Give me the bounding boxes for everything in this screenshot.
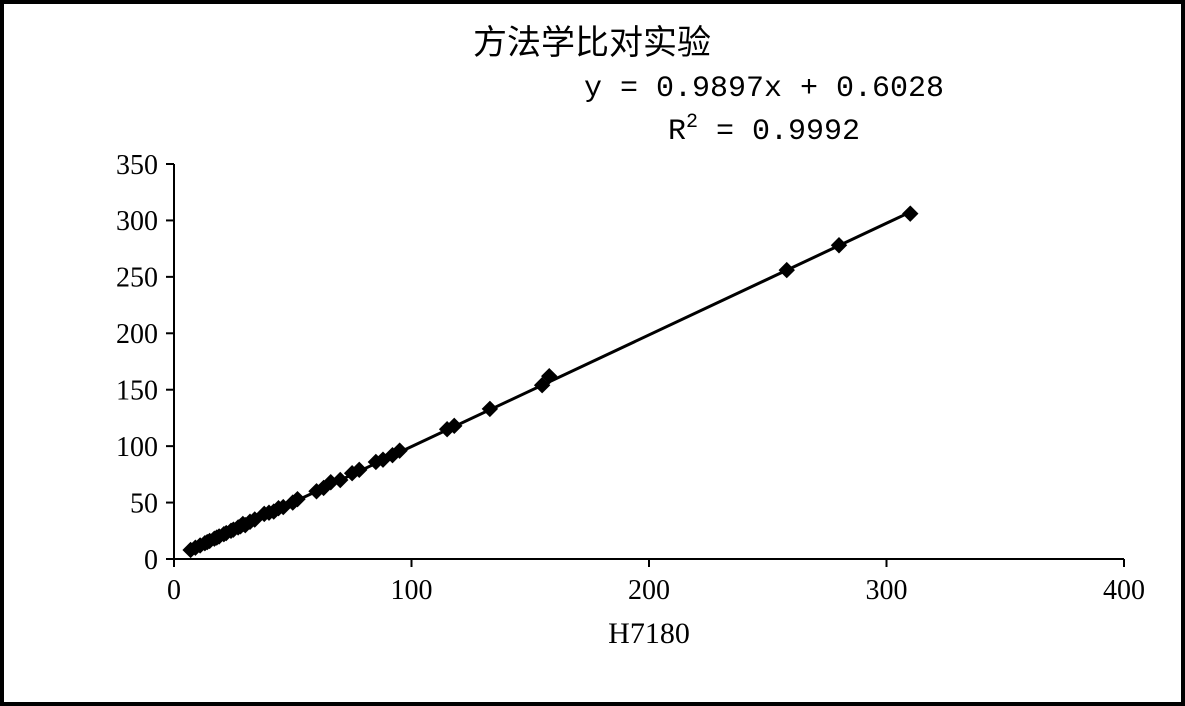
x-tick-label: 300 bbox=[866, 575, 908, 606]
x-axis-label: H7180 bbox=[608, 617, 690, 650]
r-squared-text: R2 = 0.9992 bbox=[668, 111, 860, 149]
chart-container: 方法学比对实验 y = 0.9897x + 0.6028 R2 = 0.9992… bbox=[4, 4, 1181, 702]
y-tick-label: 0 bbox=[144, 545, 158, 576]
x-tick-label: 100 bbox=[391, 575, 433, 606]
y-tick-label: 50 bbox=[130, 488, 158, 519]
x-tick-label: 0 bbox=[167, 575, 181, 606]
data-point bbox=[779, 263, 794, 278]
axes: 0 100 200 300 400 0 50 100 150 200 250 300 350 bbox=[116, 150, 1145, 606]
chart-svg: 方法学比对实验 y = 0.9897x + 0.6028 R2 = 0.9992… bbox=[4, 4, 1181, 702]
data-point bbox=[903, 206, 918, 221]
y-tick-label: 300 bbox=[116, 206, 158, 237]
data-point bbox=[832, 238, 847, 253]
chart-frame: 方法学比对实验 y = 0.9897x + 0.6028 R2 = 0.9992… bbox=[0, 0, 1185, 706]
chart-title: 方法学比对实验 bbox=[473, 24, 711, 62]
y-tick-label: 100 bbox=[116, 432, 158, 463]
y-tick-label: 250 bbox=[116, 263, 158, 294]
data-point bbox=[482, 401, 497, 416]
equation-text: y = 0.9897x + 0.6028 bbox=[584, 72, 944, 106]
y-tick-label: 150 bbox=[116, 376, 158, 407]
x-tick-label: 400 bbox=[1103, 575, 1145, 606]
y-tick-label: 350 bbox=[116, 150, 158, 181]
x-tick-label: 200 bbox=[628, 575, 670, 606]
y-tick-label: 200 bbox=[116, 319, 158, 350]
